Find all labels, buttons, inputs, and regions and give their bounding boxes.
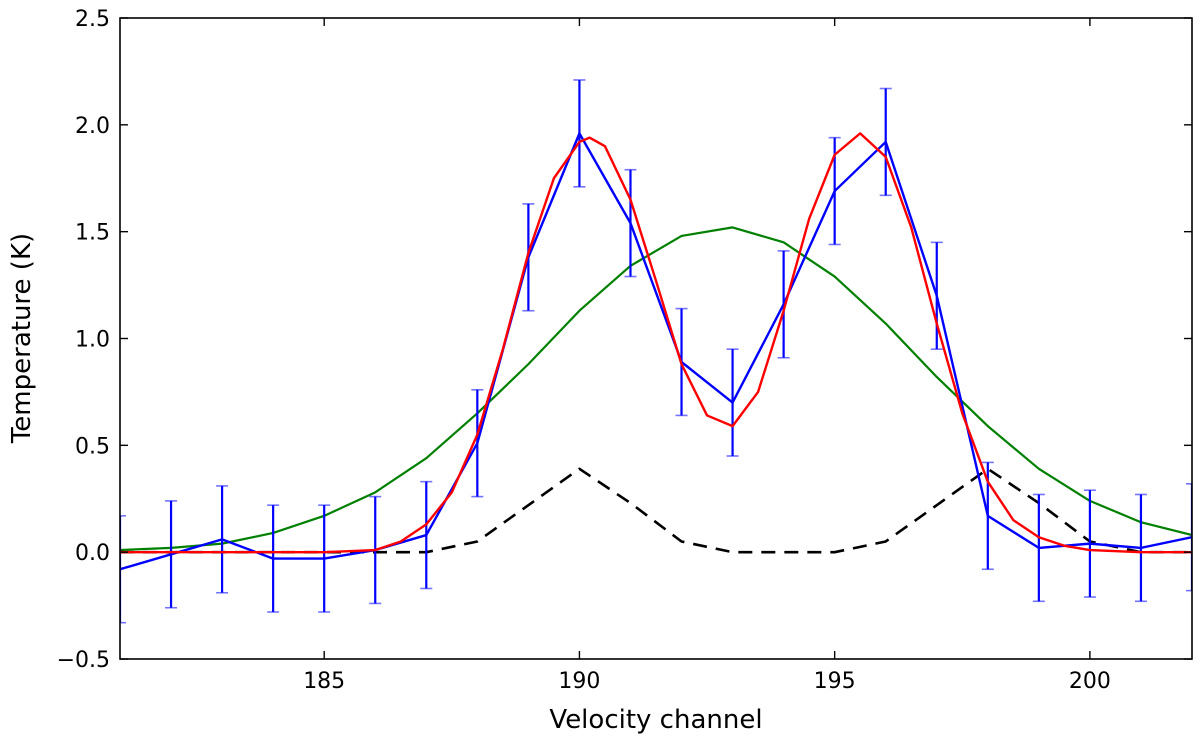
x-tick-label: 200 [1069,669,1111,694]
series-line-broad-component [120,226,1192,552]
y-tick-label: 1.5 [75,221,110,246]
x-tick-label: 190 [558,669,600,694]
y-tick-label: 0.5 [75,434,110,459]
series-layer [120,79,1192,624]
tick-layer: 185 190 195 200 −0.5 0.0 0.5 1.0 1.5 2.0 2.5 [57,7,1192,694]
series-line-observed [120,132,1192,571]
y-tick-label: 1.0 [75,328,110,353]
series-line-fit [120,132,1192,554]
y-tick-label: −0.5 [57,648,110,673]
x-axis-label: Velocity channel [549,705,762,735]
y-tick-label: 2.5 [75,7,110,32]
x-tick-label: 195 [814,669,856,694]
y-axis-label: Temperature (K) [7,233,37,444]
x-tick-label: 185 [303,669,345,694]
y-tick-label: 0.0 [75,541,110,566]
y-tick-label: 2.0 [75,114,110,139]
series-line-dashed-component [120,467,1192,554]
